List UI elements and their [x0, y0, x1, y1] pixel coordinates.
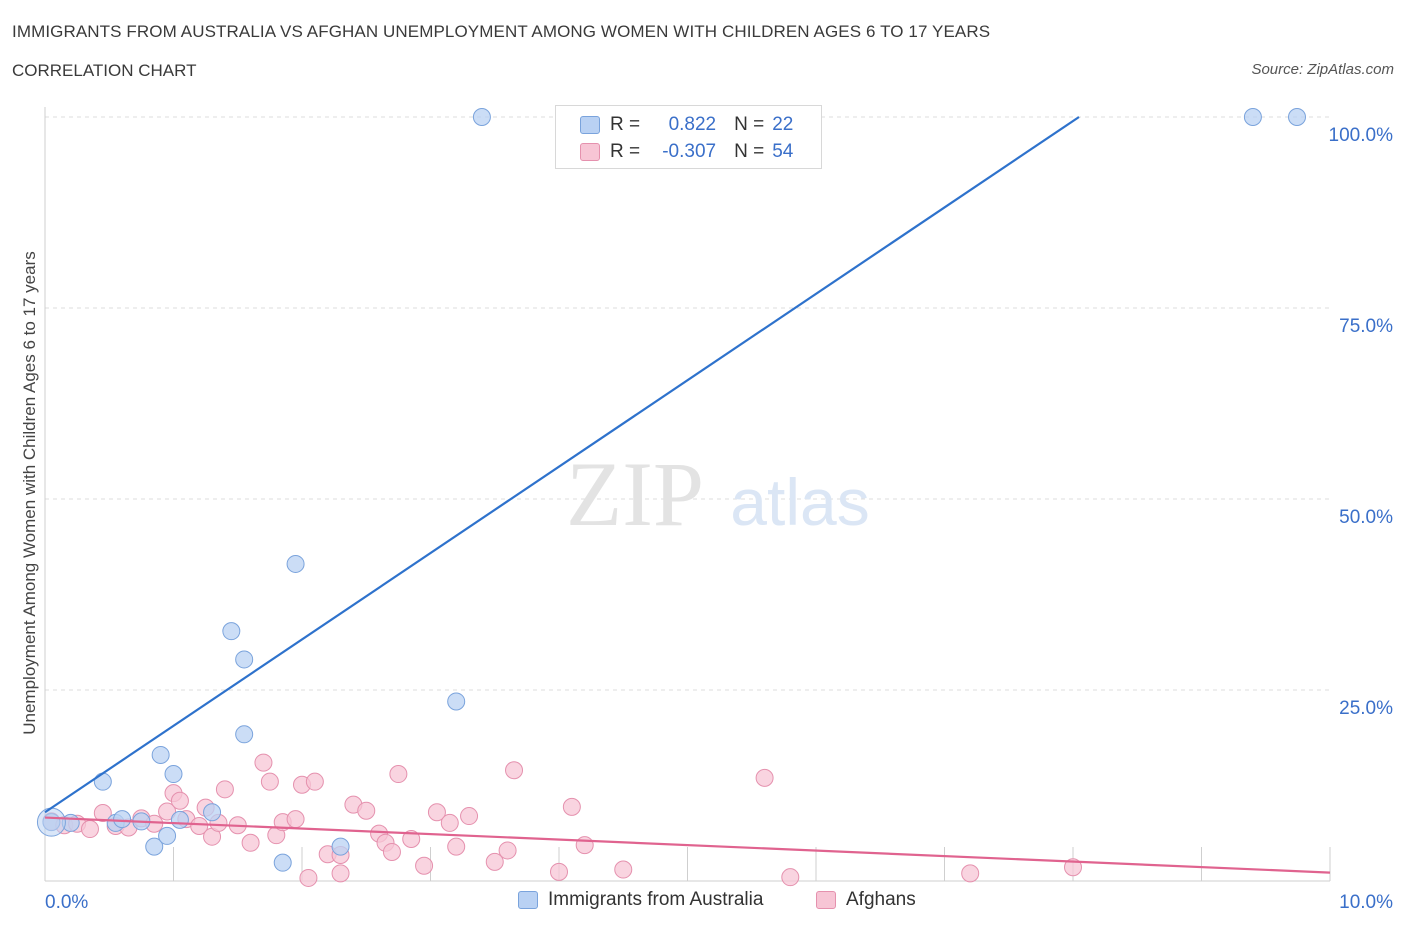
australia-point: [203, 803, 222, 822]
afghans-point: [389, 765, 408, 784]
australia-point: [164, 765, 183, 784]
australia-point: [113, 810, 132, 829]
afghans-point: [562, 797, 581, 816]
australia-points: [36, 108, 1306, 872]
afghans-point: [190, 816, 209, 835]
y-tick-label: 50.0%: [1339, 507, 1393, 528]
legend-item-australia: Immigrants from Australia: [518, 889, 763, 911]
afghans-point: [498, 841, 517, 860]
afghans-point: [505, 761, 524, 780]
afghans-point: [331, 864, 350, 883]
stats-legend: R = 0.822 N = 22 R = -0.307 N = 54: [555, 105, 822, 169]
x-tick-labels: 0.0% 10.0%: [45, 892, 1393, 913]
afghans-point: [260, 772, 279, 791]
n-label: N =: [734, 114, 765, 135]
australia-trend-line: [44, 116, 1080, 814]
x-tick-label-min: 0.0%: [45, 892, 88, 913]
legend-item-afghans: Afghans: [816, 889, 916, 911]
australia-point: [273, 853, 292, 872]
afghans-swatch: [580, 143, 600, 161]
afghans-point: [305, 772, 324, 791]
watermark: ZIP atlas: [566, 443, 870, 545]
chart-title: IMMIGRANTS FROM AUSTRALIA VS AFGHAN UNEM…: [12, 22, 991, 41]
australia-point: [331, 837, 350, 856]
afghans-point: [485, 852, 504, 871]
australia-point: [286, 554, 305, 573]
chart-subtitle: CORRELATION CHART: [12, 61, 197, 80]
source-label: Source: ZipAtlas.com: [1251, 61, 1394, 78]
afghans-point: [80, 820, 99, 839]
y-tick-label: 25.0%: [1339, 698, 1393, 719]
australia-point: [222, 622, 241, 641]
australia-point: [170, 810, 189, 829]
afghans-point: [158, 802, 177, 821]
afghans-point: [286, 810, 305, 829]
afghans-point: [447, 837, 466, 856]
australia-point: [235, 725, 254, 744]
y-tick-label: 75.0%: [1339, 316, 1393, 337]
afghans-point: [215, 780, 234, 799]
australia-point: [235, 650, 254, 669]
afghans-point: [402, 829, 421, 848]
afghans-point: [575, 836, 594, 855]
stats-row-australia: R = 0.822 N = 22: [580, 113, 793, 137]
afghans-trend-line: [44, 816, 1331, 874]
afghans-r-value: -0.307: [662, 141, 717, 162]
afghans-point: [93, 804, 112, 823]
australia-point: [1288, 108, 1306, 126]
afghans-point: [357, 801, 376, 820]
australia-r-value: 0.822: [668, 114, 717, 135]
afghans-points: [42, 753, 1082, 887]
afghans-point: [550, 862, 568, 881]
stats-row-afghans: R = -0.307 N = 54: [580, 140, 793, 164]
australia-point: [158, 826, 177, 845]
afghans-point: [415, 856, 434, 875]
afghans-point: [241, 833, 260, 852]
n-label: N =: [734, 141, 765, 162]
afghans-n-value: 54: [772, 141, 794, 162]
afghans-point: [755, 768, 774, 787]
australia-point-cluster: [36, 807, 66, 837]
afghans-point: [427, 803, 446, 822]
legend-afghans-swatch: [816, 891, 836, 909]
australia-point: [151, 745, 170, 764]
afghans-point: [961, 864, 980, 883]
australia-point: [447, 692, 466, 711]
afghans-point: [1064, 858, 1082, 877]
trend-lines: [44, 116, 1331, 874]
legend-australia-label: Immigrants from Australia: [548, 889, 764, 910]
afghans-point: [781, 868, 800, 887]
australia-n-value: 22: [772, 114, 794, 135]
afghans-point: [382, 842, 401, 861]
watermark-zip: ZIP: [566, 443, 704, 545]
y-tick-labels: 25.0% 50.0% 75.0% 100.0%: [1329, 125, 1394, 719]
afghans-point: [299, 868, 318, 887]
australia-point: [93, 772, 112, 791]
r-label: R =: [610, 141, 641, 162]
afghans-point: [614, 860, 633, 879]
afghans-point: [170, 791, 189, 810]
watermark-atlas: atlas: [730, 465, 869, 539]
australia-point: [145, 837, 164, 856]
r-label: R =: [610, 114, 641, 135]
australia-point: [1243, 108, 1262, 126]
legend-australia-swatch: [518, 891, 538, 909]
afghans-point: [440, 813, 459, 832]
australia-point: [472, 108, 491, 126]
y-tick-label: 100.0%: [1329, 125, 1394, 146]
grid-lines: [45, 116, 1330, 691]
australia-swatch: [580, 116, 600, 134]
afghans-point: [460, 807, 479, 826]
afghans-point: [254, 753, 273, 772]
x-tick-label-max: 10.0%: [1339, 892, 1393, 913]
y-axis-label: Unemployment Among Women with Children A…: [20, 251, 39, 735]
legend-afghans-label: Afghans: [846, 889, 916, 910]
